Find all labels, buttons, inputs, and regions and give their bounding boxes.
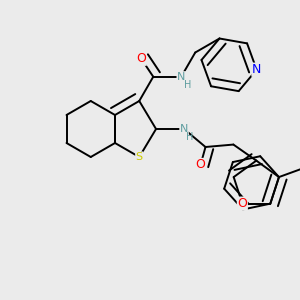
Text: O: O	[136, 52, 146, 65]
Text: S: S	[136, 152, 143, 162]
Text: N: N	[177, 72, 185, 82]
Text: O: O	[196, 158, 206, 172]
Text: N: N	[180, 124, 188, 134]
Text: O: O	[237, 197, 247, 210]
Text: H: H	[184, 80, 191, 90]
Text: H: H	[186, 132, 194, 142]
Text: N: N	[252, 63, 261, 76]
